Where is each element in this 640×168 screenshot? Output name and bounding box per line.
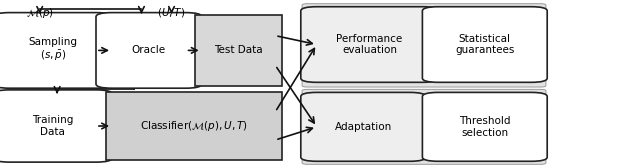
FancyBboxPatch shape [0,13,112,88]
FancyBboxPatch shape [106,92,282,160]
Text: Adaptation: Adaptation [335,122,392,132]
FancyBboxPatch shape [302,89,546,164]
Text: Sampling
$(s,\bar{p})$: Sampling $(s,\bar{p})$ [28,37,77,64]
FancyBboxPatch shape [96,13,202,88]
Text: Test Data: Test Data [214,45,262,55]
FancyBboxPatch shape [302,4,546,87]
Text: Training
Data: Training Data [32,115,74,137]
FancyBboxPatch shape [422,92,547,161]
Text: Threshold
selection: Threshold selection [459,116,511,138]
FancyBboxPatch shape [195,15,282,86]
Text: Statistical
guarantees: Statistical guarantees [455,34,515,55]
Text: Classifier($\mathcal{M}(p), U, T$): Classifier($\mathcal{M}(p), U, T$) [140,119,248,133]
FancyBboxPatch shape [301,92,426,161]
Text: Performance
evaluation: Performance evaluation [337,34,403,55]
Text: Oracle: Oracle [132,45,166,55]
Text: $\mathcal{M}(p)$: $\mathcal{M}(p)$ [26,6,54,20]
FancyBboxPatch shape [422,7,547,82]
FancyBboxPatch shape [301,7,438,82]
FancyBboxPatch shape [0,90,112,162]
Text: $(U, T)$: $(U, T)$ [157,6,186,19]
